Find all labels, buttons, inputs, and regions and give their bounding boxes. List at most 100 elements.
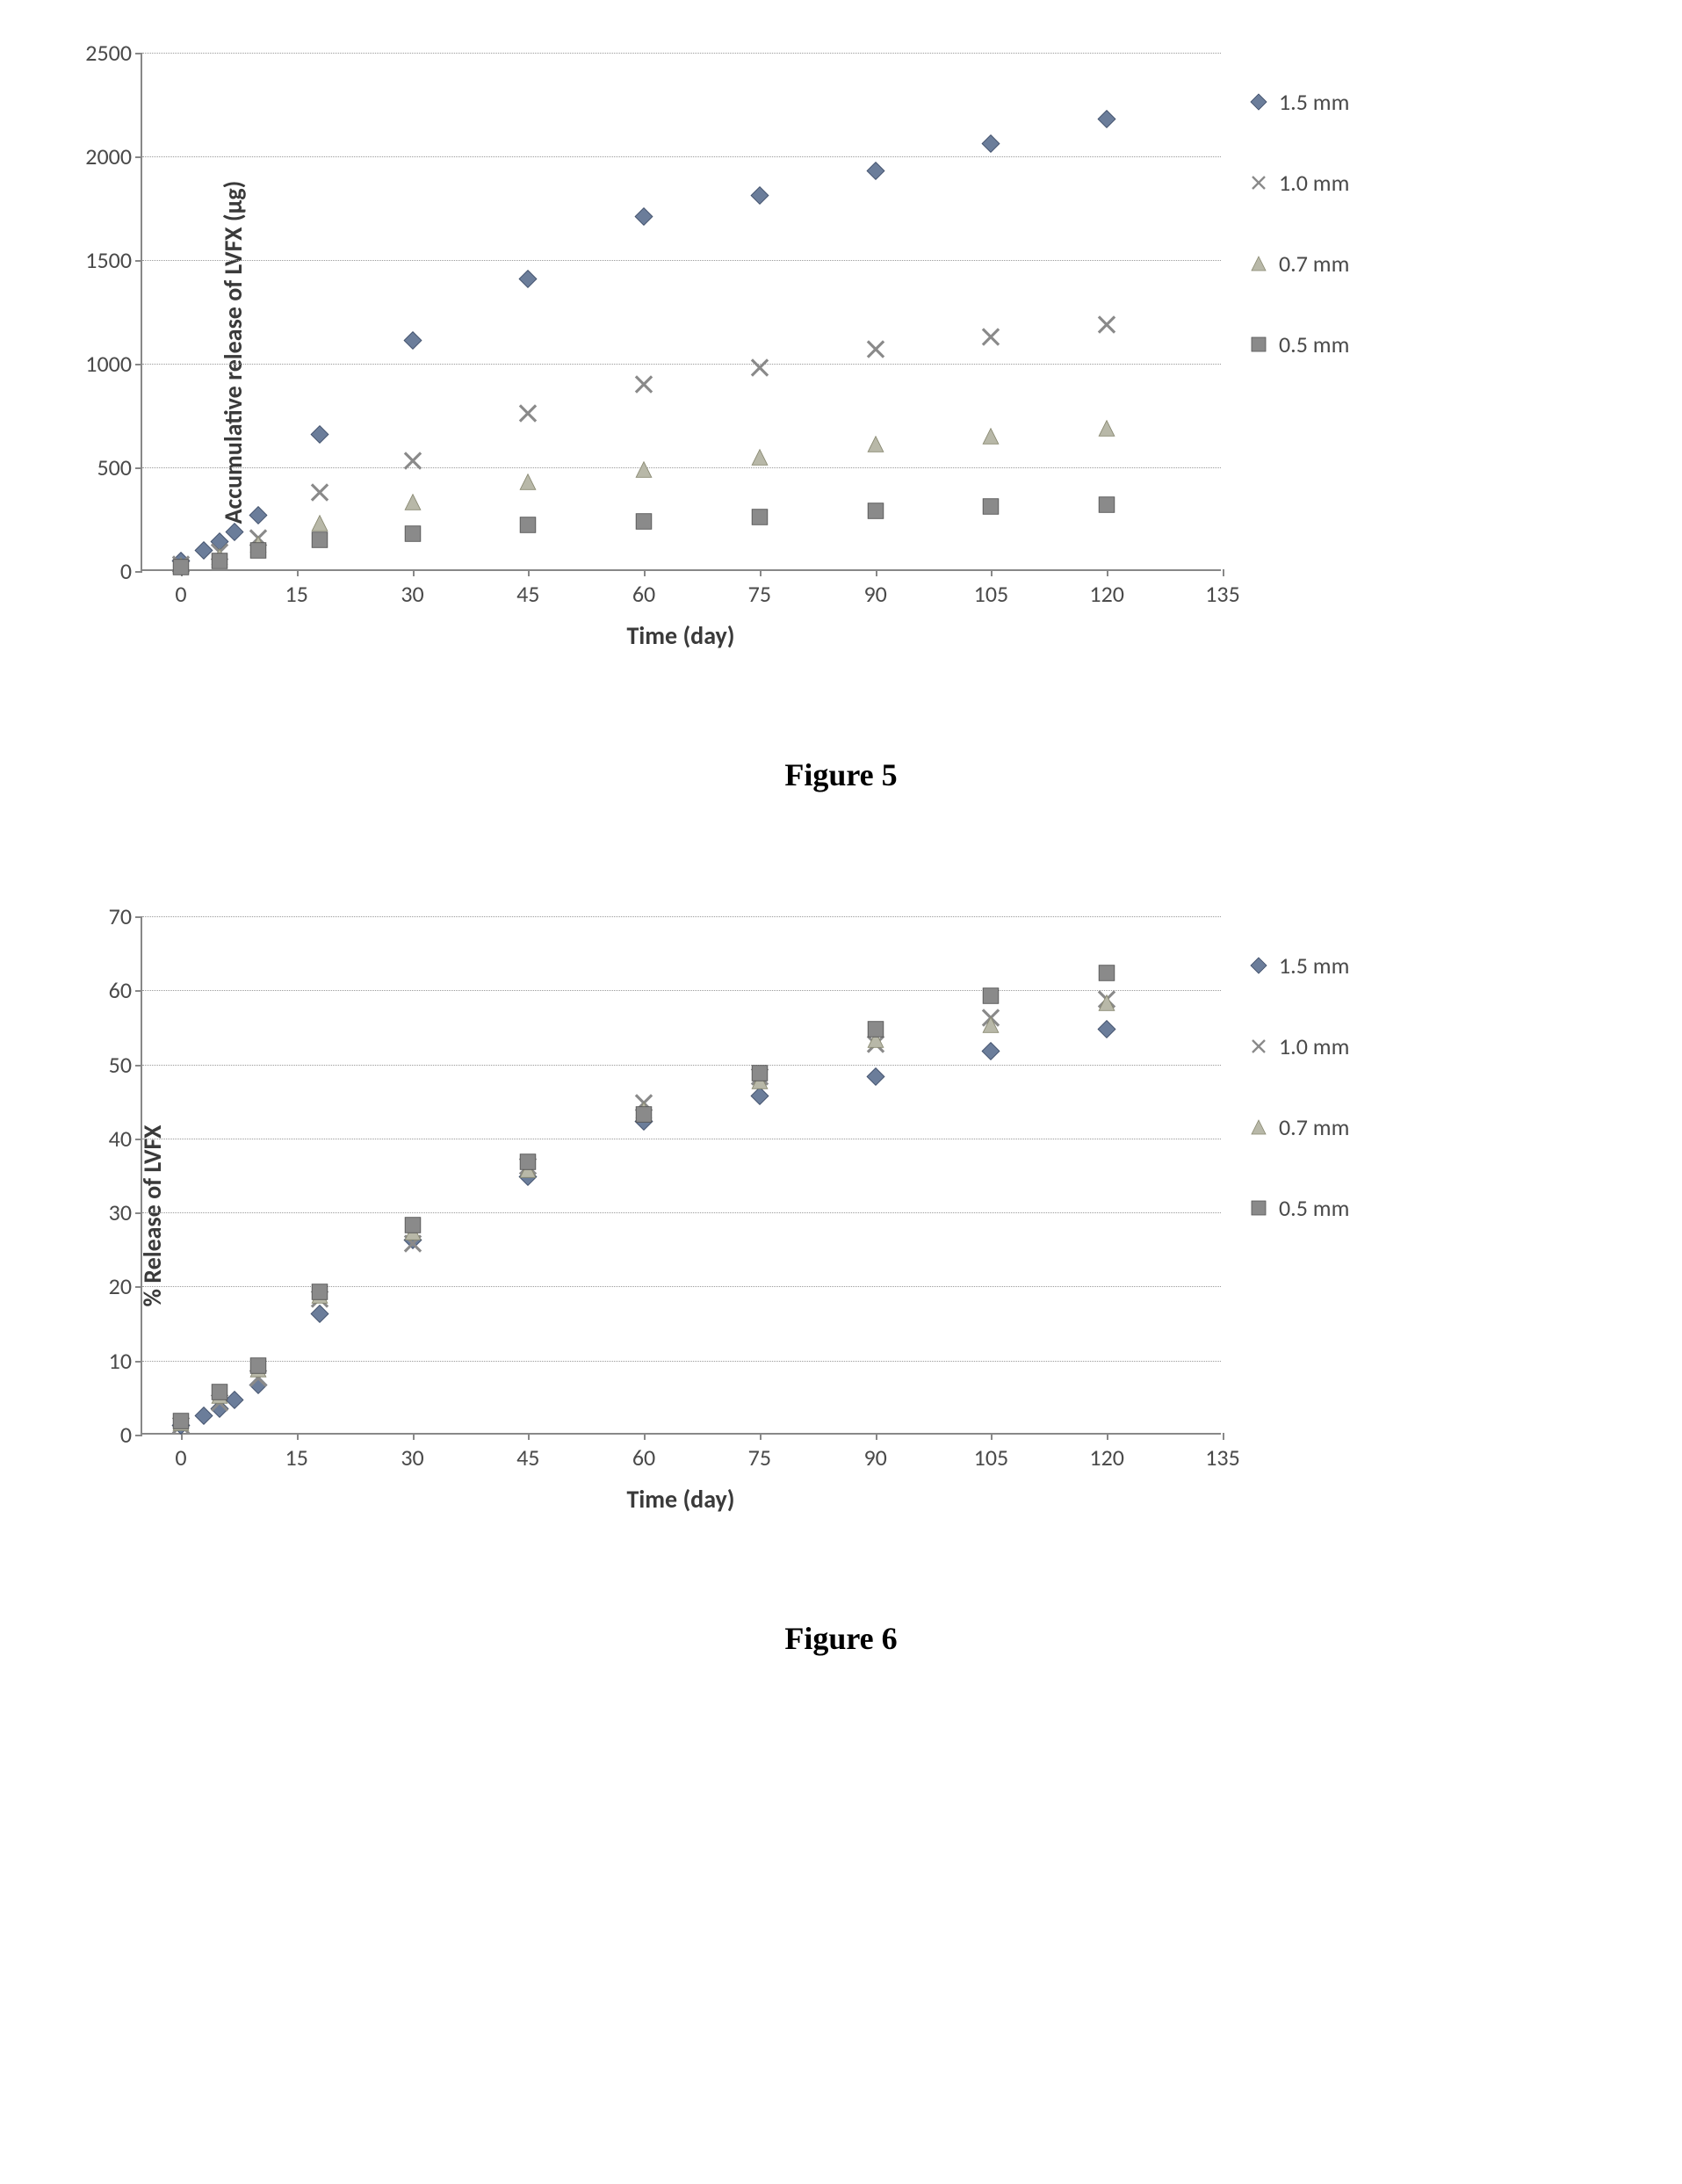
data-marker — [866, 501, 885, 524]
legend-label: 0.7 mm — [1279, 1113, 1349, 1141]
legend-item: 0.7 mm — [1247, 249, 1349, 278]
ytick-mark — [135, 916, 142, 918]
data-marker — [981, 986, 1000, 1009]
data-marker — [310, 424, 329, 448]
data-marker — [634, 511, 653, 535]
legend-label: 0.5 mm — [1279, 330, 1349, 358]
data-marker — [634, 459, 653, 483]
xtick-mark — [876, 1433, 877, 1440]
gridline — [142, 990, 1221, 991]
ytick-mark — [135, 1065, 142, 1067]
xtick-mark — [1107, 569, 1108, 576]
data-marker — [518, 516, 538, 539]
legend-item: 1.0 mm — [1247, 169, 1349, 197]
gridline — [142, 1286, 1221, 1287]
data-marker — [518, 269, 538, 293]
figure-6-block: % Release of LVFX 0102030405060700153045… — [35, 916, 1647, 1657]
legend-label: 1.0 mm — [1279, 169, 1349, 197]
legend-label: 0.5 mm — [1279, 1194, 1349, 1222]
legend-item: 0.5 mm — [1247, 330, 1349, 358]
legend-item: 0.7 mm — [1247, 1113, 1349, 1141]
xtick-mark — [528, 1433, 530, 1440]
legend-item: 1.0 mm — [1247, 1032, 1349, 1060]
data-marker — [171, 1412, 191, 1436]
figure-caption: Figure 6 — [35, 1620, 1647, 1657]
data-marker — [308, 481, 331, 508]
data-marker — [981, 497, 1000, 521]
data-marker — [866, 1067, 885, 1091]
data-marker — [403, 524, 422, 547]
data-marker — [249, 505, 268, 529]
data-marker — [310, 530, 329, 553]
gridline — [142, 916, 1221, 917]
data-marker — [864, 337, 887, 365]
plot-area: 0102030405060700153045607590105120135 — [141, 916, 1221, 1435]
data-marker — [1097, 1019, 1116, 1043]
figure-5-block: Accumulative release of LVFX (µg) 050010… — [35, 53, 1647, 793]
data-marker — [249, 1356, 268, 1380]
gridline — [142, 467, 1221, 468]
xtick-mark — [876, 569, 877, 576]
ytick-mark — [135, 467, 142, 469]
x-axis-label: Time (day) — [141, 1484, 1221, 1515]
data-marker — [518, 472, 538, 495]
square-icon — [1247, 1197, 1270, 1219]
data-marker — [518, 1153, 538, 1176]
triangle-icon — [1247, 252, 1270, 275]
data-marker — [866, 1019, 885, 1043]
xtick-mark — [991, 569, 993, 576]
legend-label: 1.5 mm — [1279, 951, 1349, 980]
chart-area: Accumulative release of LVFX (µg) 050010… — [141, 53, 1221, 651]
xtick-mark — [760, 1433, 762, 1440]
xtick-mark — [1223, 569, 1224, 576]
gridline — [142, 364, 1221, 365]
legend: 1.5 mm 1.0 mm 0.7 mm 0.5 mm — [1247, 916, 1349, 1222]
data-marker — [1097, 964, 1116, 987]
legend-item: 0.5 mm — [1247, 1194, 1349, 1222]
diamond-icon — [1247, 954, 1270, 977]
ytick-label: 2000 — [85, 142, 142, 170]
data-marker — [981, 1041, 1000, 1065]
xtick-mark — [413, 569, 415, 576]
gridline — [142, 53, 1221, 54]
ytick-mark — [135, 156, 142, 158]
gridline — [142, 1361, 1221, 1362]
ytick-mark — [135, 53, 142, 54]
gridline — [142, 156, 1221, 157]
data-marker — [866, 435, 885, 459]
ytick-label: 2500 — [85, 39, 142, 67]
data-marker — [750, 508, 769, 532]
figure-5-chart: Accumulative release of LVFX (µg) 050010… — [141, 53, 1647, 651]
legend-item: 1.5 mm — [1247, 951, 1349, 980]
data-marker — [249, 540, 268, 564]
data-marker — [1097, 495, 1116, 518]
gridline — [142, 260, 1221, 261]
data-marker — [634, 1104, 653, 1128]
data-marker — [210, 551, 229, 575]
xtick-mark — [1107, 1433, 1108, 1440]
data-marker — [981, 426, 1000, 450]
ytick-mark — [135, 1361, 142, 1363]
plot-area: 0500100015002000250001530456075901051201… — [141, 53, 1221, 571]
data-marker — [632, 372, 655, 400]
xtick-mark — [528, 569, 530, 576]
data-marker — [1095, 313, 1118, 340]
xtick-mark — [413, 1433, 415, 1440]
data-marker — [981, 1016, 1000, 1039]
ytick-mark — [135, 364, 142, 365]
legend-label: 1.5 mm — [1279, 88, 1349, 116]
gridline — [142, 1212, 1221, 1213]
data-marker — [210, 1382, 229, 1406]
ytick-mark — [135, 1435, 142, 1436]
figure-6-chart: % Release of LVFX 0102030405060700153045… — [141, 916, 1647, 1515]
data-marker — [750, 186, 769, 210]
legend-label: 0.7 mm — [1279, 249, 1349, 278]
xtick-mark — [644, 569, 646, 576]
ytick-mark — [135, 1286, 142, 1288]
ytick-label: 1500 — [85, 246, 142, 274]
ytick-mark — [135, 571, 142, 573]
data-marker — [403, 331, 422, 355]
ytick-mark — [135, 1139, 142, 1140]
xtick-mark — [644, 1433, 646, 1440]
data-marker — [1097, 109, 1116, 133]
